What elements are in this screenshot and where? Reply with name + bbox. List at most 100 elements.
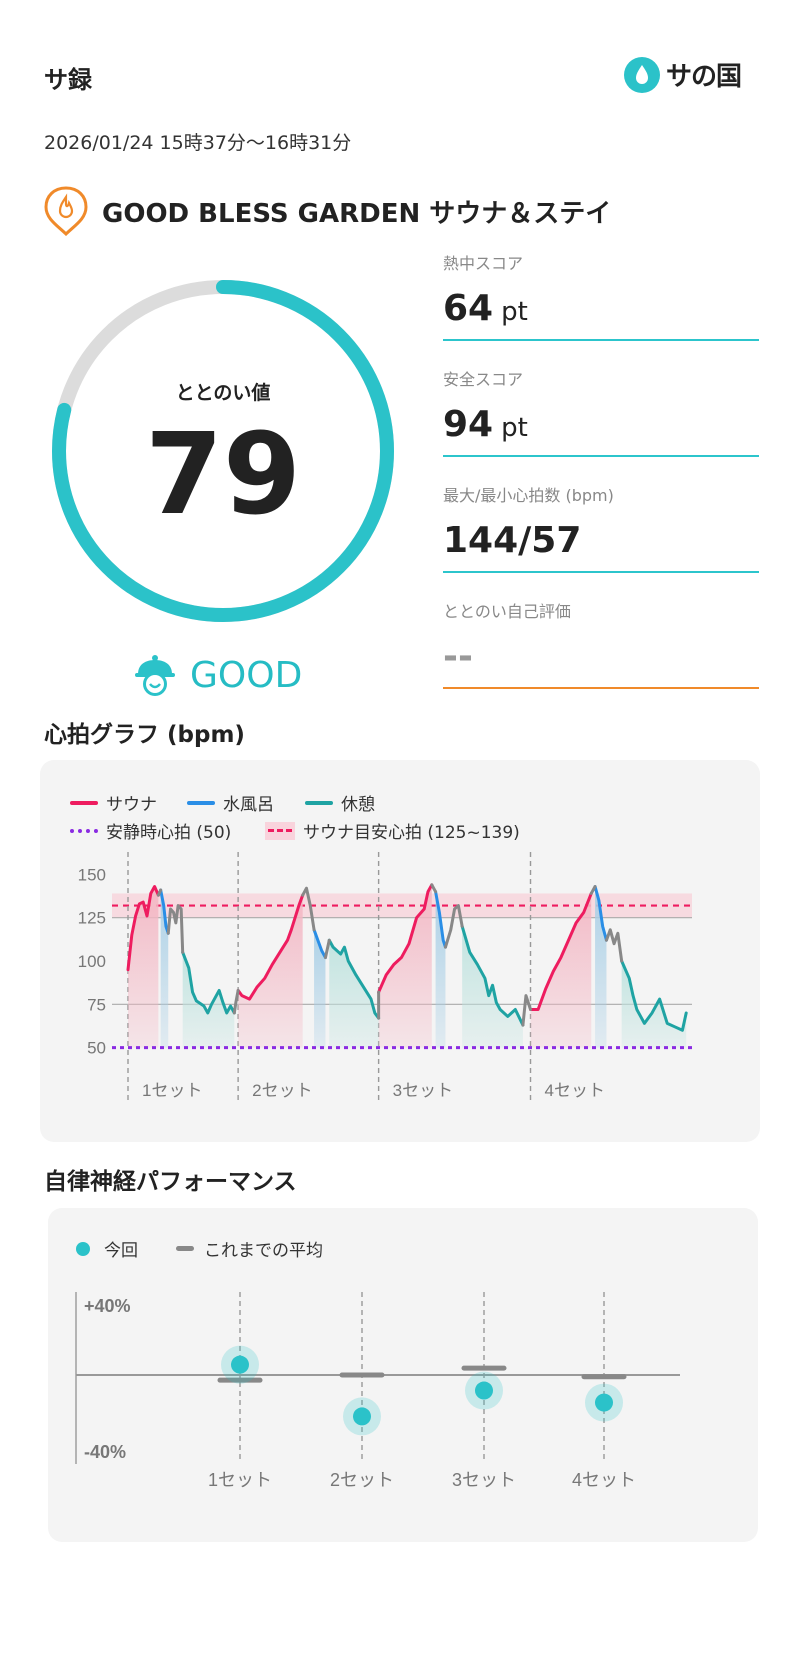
y-tick-label: 125 bbox=[78, 909, 106, 928]
legend-bar bbox=[176, 1246, 194, 1251]
rating-text: GOOD bbox=[190, 654, 303, 696]
metric-unit: pt bbox=[501, 413, 528, 443]
hr-area bbox=[595, 886, 607, 1048]
legend-label: これまでの平均 bbox=[204, 1241, 323, 1261]
metric-label: ととのい自己評価 bbox=[443, 602, 571, 621]
hr-area bbox=[530, 893, 592, 1048]
current-point bbox=[595, 1393, 613, 1412]
current-point bbox=[475, 1381, 493, 1400]
ans-section-title: 自律神経パフォーマンス bbox=[44, 1169, 297, 1195]
hr-line bbox=[620, 959, 688, 1032]
y-tick-label: 150 bbox=[78, 865, 106, 884]
session-date: 2026/01/24 15時37分〜16時31分 bbox=[44, 132, 352, 154]
legend-label: サウナ目安心拍 (125~139) bbox=[303, 823, 520, 843]
hr-line bbox=[443, 904, 464, 949]
legend-rest: 休憩 bbox=[305, 790, 375, 815]
hr-section-title: 心拍グラフ (bpm) bbox=[44, 722, 245, 748]
category-label: 3セット bbox=[452, 1470, 516, 1490]
hr-chart-card: サウナ 水風呂 休憩 安静時心拍 (50) サウナ目安心拍 (125~139) … bbox=[40, 760, 760, 1142]
hr-line bbox=[156, 888, 163, 897]
metric-value-row: 64 pt bbox=[443, 288, 759, 341]
hr-line bbox=[323, 938, 331, 960]
hr-line bbox=[377, 883, 434, 994]
legend-swatch bbox=[305, 800, 333, 805]
metric-self-rating[interactable]: ととのい自己評価 -- bbox=[443, 598, 759, 689]
set-label: 2セット bbox=[252, 1081, 312, 1100]
category-label: 4セット bbox=[572, 1470, 636, 1490]
legend-resting: 安静時心拍 (50) bbox=[70, 818, 231, 843]
legend-dot bbox=[76, 1241, 90, 1256]
metric-value: 144/57 bbox=[443, 520, 582, 561]
metric-value: -- bbox=[443, 636, 473, 677]
category-label: 1セット bbox=[208, 1470, 272, 1490]
metric-value: 94 bbox=[443, 404, 494, 445]
hr-line bbox=[236, 893, 305, 1001]
metric-heart-rate: 最大/最小心拍数 (bpm) 144/57 bbox=[443, 482, 759, 573]
hr-line bbox=[460, 924, 525, 1027]
hr-area bbox=[378, 884, 432, 1048]
hr-area bbox=[329, 940, 379, 1048]
hr-area bbox=[238, 895, 303, 1048]
current-point bbox=[231, 1355, 249, 1374]
legend-average: これまでの平均 bbox=[176, 1236, 323, 1261]
legend-swatch bbox=[70, 828, 98, 833]
hr-chart: 50 75 100 125 150 1セット 2セット 3セット 4セット bbox=[78, 852, 692, 1104]
hr-area bbox=[314, 929, 326, 1048]
page-title: サ録 bbox=[44, 66, 92, 94]
legend-target: サウナ目安心拍 (125~139) bbox=[265, 818, 520, 843]
metric-heat-score: 熱中スコア 64 pt bbox=[443, 250, 759, 341]
legend-sauna: サウナ bbox=[70, 790, 157, 815]
y-tick-label: 100 bbox=[78, 952, 106, 971]
legend-label: 今回 bbox=[104, 1241, 138, 1261]
category-label: 2セット bbox=[330, 1470, 394, 1490]
y-tick-label: +40% bbox=[84, 1296, 131, 1316]
hr-line bbox=[312, 928, 327, 960]
hr-line bbox=[301, 886, 316, 932]
current-point bbox=[353, 1407, 371, 1426]
legend-swatch bbox=[265, 821, 295, 840]
hr-line bbox=[589, 885, 597, 895]
hr-line bbox=[126, 885, 160, 972]
hr-area bbox=[128, 886, 159, 1048]
totonoi-value: 79 bbox=[145, 410, 301, 540]
legend-current: 今回 bbox=[76, 1236, 138, 1261]
rating-row: GOOD bbox=[132, 652, 302, 698]
legend-label: 安静時心拍 (50) bbox=[106, 823, 232, 843]
facility-row[interactable]: GOOD BLESS GARDEN サウナ＆ステイ bbox=[44, 186, 611, 236]
legend-swatch bbox=[70, 800, 98, 805]
legend-water: 水風呂 bbox=[187, 790, 274, 815]
metric-label: 熱中スコア bbox=[443, 254, 524, 273]
legend-label: 休憩 bbox=[341, 795, 375, 815]
facility-name: GOOD BLESS GARDEN サウナ＆ステイ bbox=[102, 198, 612, 229]
hr-line bbox=[529, 891, 593, 1011]
hr-area bbox=[182, 952, 235, 1048]
sauna-hat-face-icon bbox=[135, 655, 175, 696]
metric-value-row: 144/57 bbox=[443, 520, 759, 573]
totonoi-ring bbox=[52, 280, 394, 622]
ans-chart-card: 今回 これまでの平均 +40% -40% 1セット 2セット 3セット 4セット bbox=[48, 1208, 758, 1542]
hr-line bbox=[521, 994, 533, 1027]
hr-line bbox=[327, 938, 381, 1020]
hr-line bbox=[434, 890, 447, 949]
metric-unit: pt bbox=[501, 297, 528, 327]
metric-value-row: 94 pt bbox=[443, 404, 759, 457]
water-drop-icon bbox=[624, 56, 660, 93]
hr-line bbox=[232, 988, 240, 1015]
metric-value: 64 bbox=[443, 288, 494, 329]
ans-chart: +40% -40% 1セット 2セット 3セット 4セット bbox=[75, 1292, 680, 1490]
sauna-pin-icon bbox=[44, 186, 88, 236]
metric-label: 安全スコア bbox=[443, 370, 524, 389]
set-label: 4セット bbox=[545, 1081, 605, 1100]
y-tick-label: 50 bbox=[87, 1039, 106, 1058]
set-label: 1セット bbox=[142, 1081, 202, 1100]
brand-logo: サの国 bbox=[624, 56, 742, 93]
hr-line bbox=[593, 885, 608, 942]
totonoi-label: ととのい値 bbox=[175, 382, 271, 404]
y-tick-label: 75 bbox=[87, 995, 106, 1014]
metric-value-row: -- bbox=[443, 636, 759, 689]
hr-line bbox=[430, 883, 438, 894]
legend-label: サウナ bbox=[106, 795, 157, 815]
hr-line bbox=[604, 928, 624, 963]
ring-progress bbox=[52, 280, 394, 622]
metric-label: 最大/最小心拍数 (bpm) bbox=[443, 486, 614, 505]
